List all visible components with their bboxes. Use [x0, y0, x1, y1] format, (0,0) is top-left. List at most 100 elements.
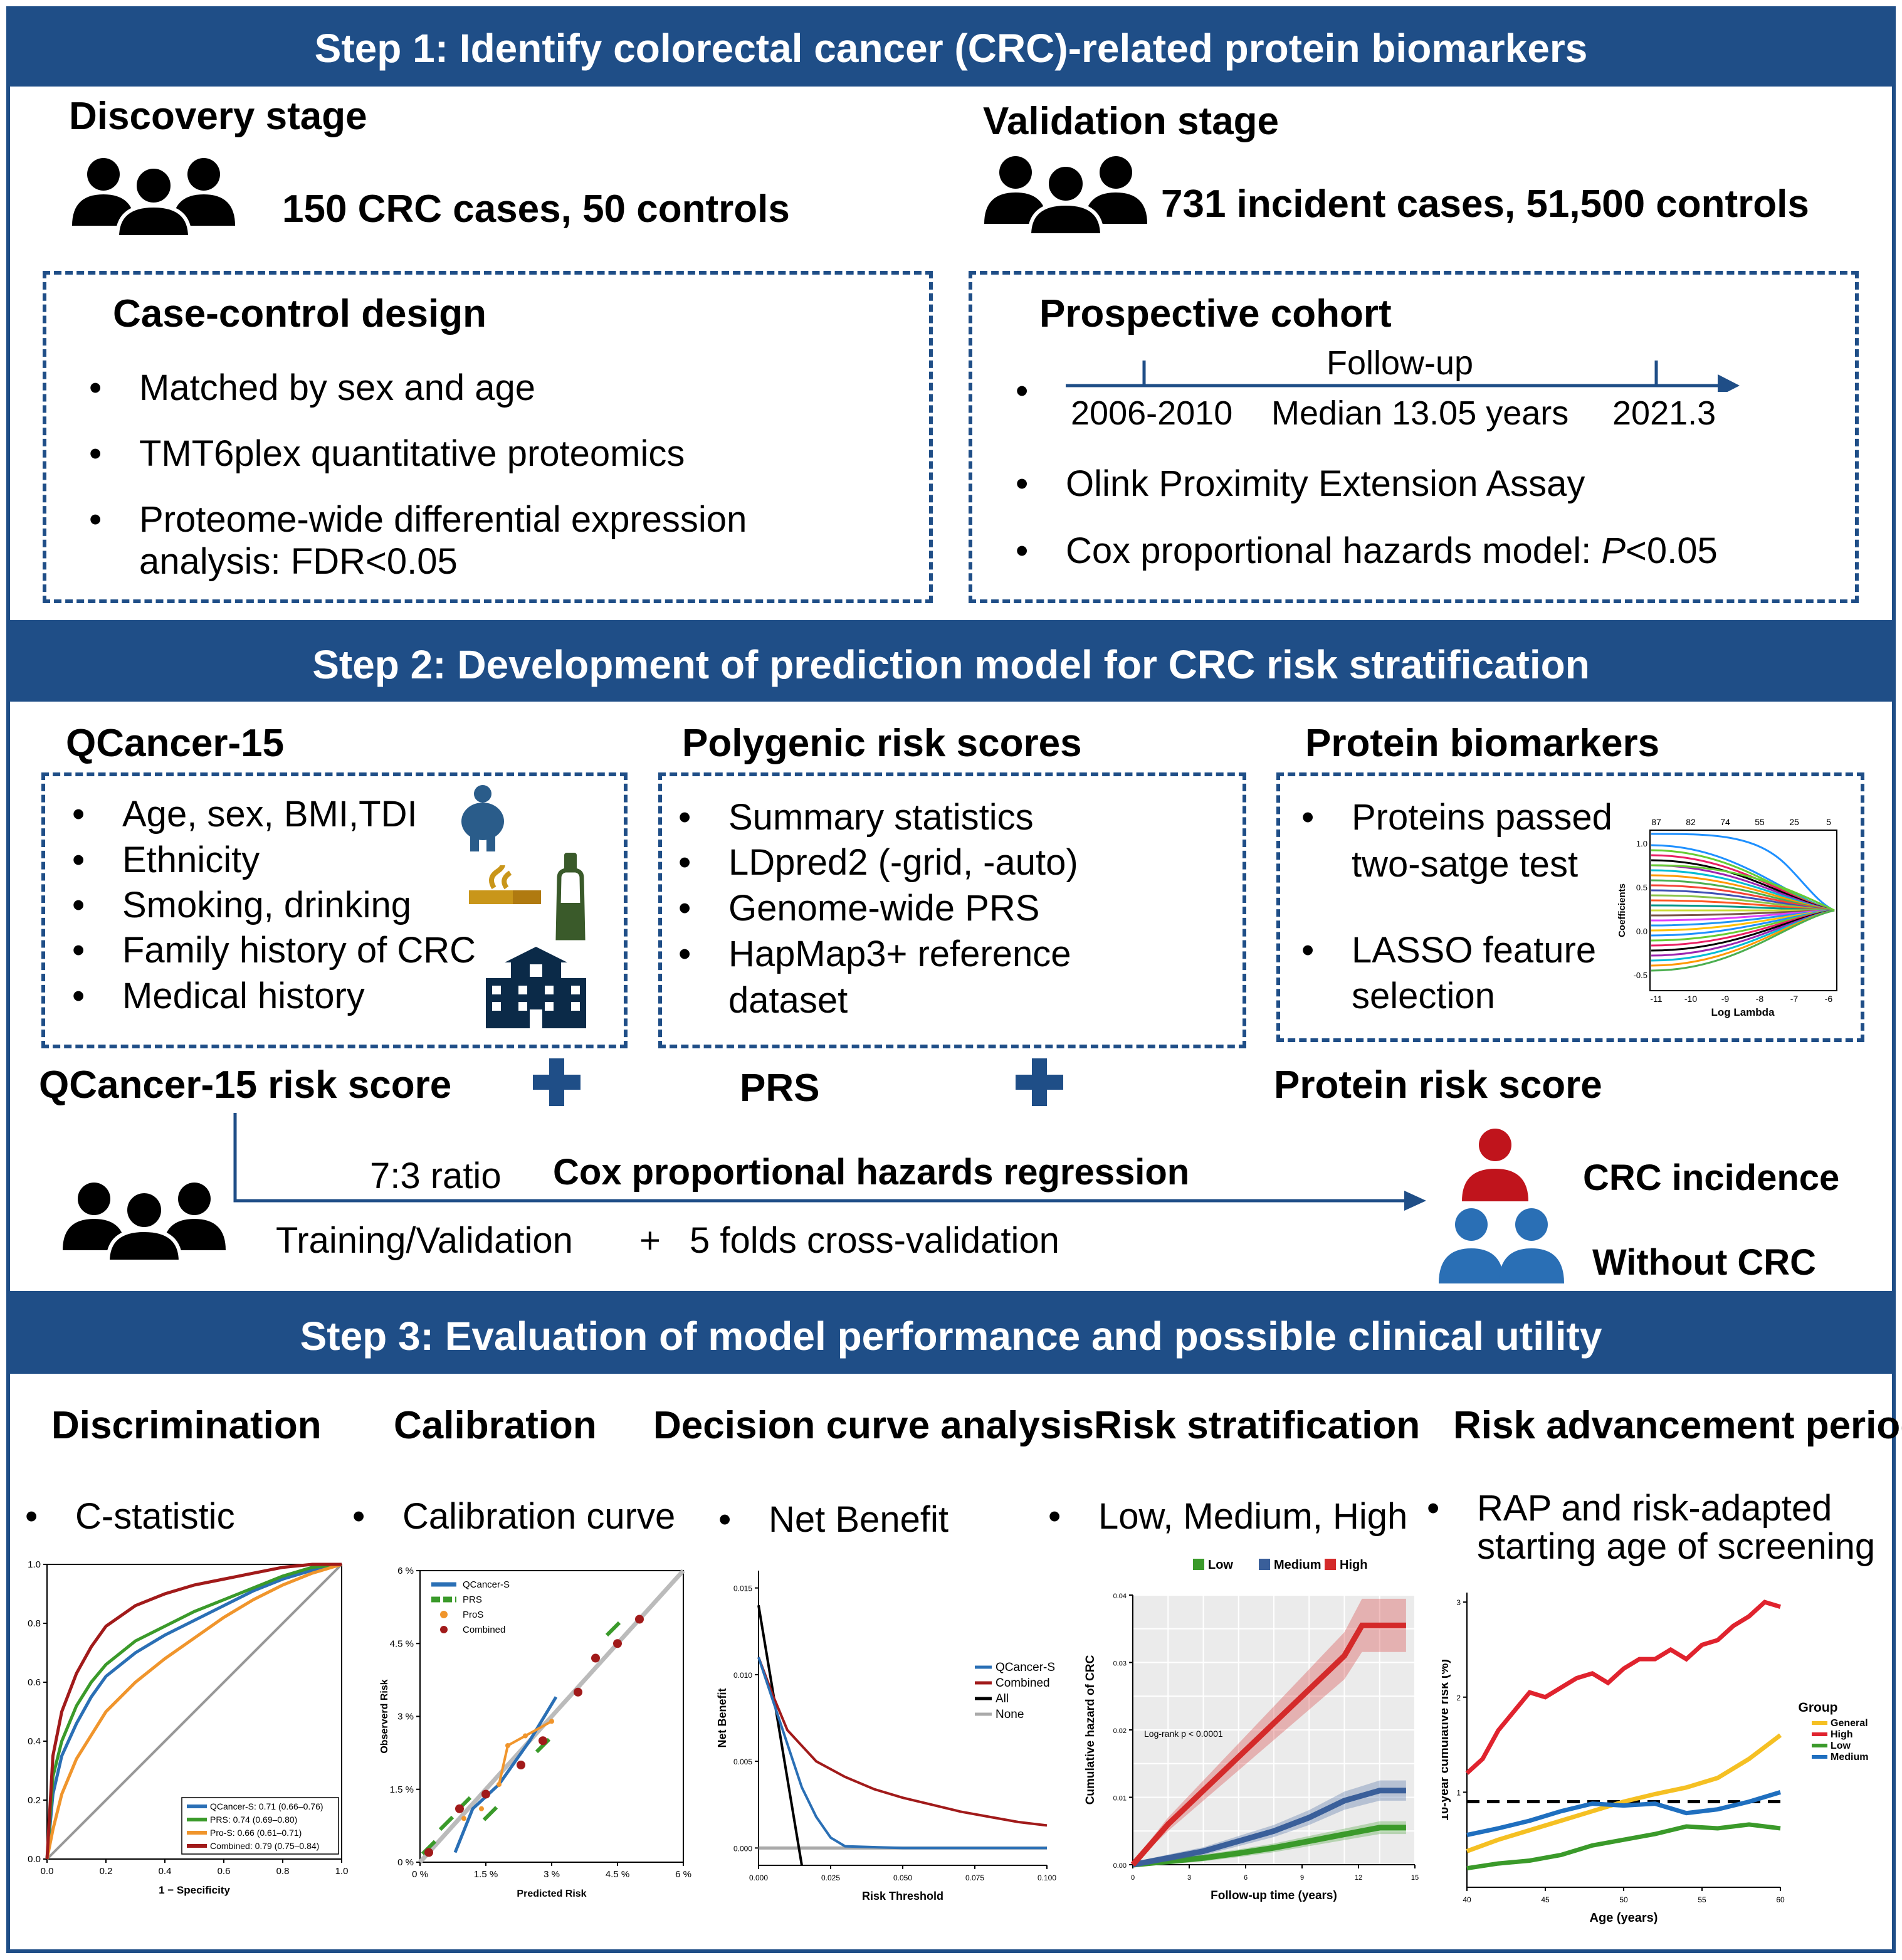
hazard-curve — [1130, 1622, 1406, 1867]
stratification-bullet: Low, Medium, High — [1048, 1495, 1407, 1537]
lasso-top-tick: 25 — [1789, 817, 1799, 827]
roc-legend — [181, 1797, 339, 1855]
method-label: Cox proportional hazards regression — [553, 1152, 1190, 1193]
people-icon — [72, 158, 235, 237]
y-tick-label: 0.4 — [28, 1736, 41, 1747]
prs-score: PRS — [740, 1067, 820, 1110]
y-tick-label: 0.02 — [1113, 1727, 1127, 1735]
x-tick-label: 0.0 — [41, 1866, 54, 1877]
legend-label: QCancer-S — [996, 1661, 1055, 1674]
x-tick-label: 12 — [1355, 1874, 1362, 1882]
x-axis-label: Predicted Risk — [517, 1889, 586, 1899]
calibration-point — [635, 1615, 644, 1624]
lasso-y-tick: 0.5 — [1636, 883, 1647, 892]
people-blue-icon — [1439, 1208, 1564, 1283]
plot-frame — [46, 1564, 342, 1860]
qcancer-item: Family history of CRC — [72, 929, 476, 971]
roc-curve — [45, 1562, 342, 1860]
x-axis-label: 1 − Specificity — [159, 1884, 230, 1896]
x-tick-label: 0.050 — [893, 1873, 912, 1882]
lasso-x-tick: -11 — [1650, 994, 1662, 1004]
qcancer-score: QCancer-15 risk score — [39, 1063, 452, 1107]
lasso-y-tick: 1.0 — [1636, 839, 1647, 848]
qcancer-item: Medical history — [72, 975, 365, 1017]
x-tick-label: 0.2 — [100, 1866, 113, 1877]
legend-swatch — [1259, 1559, 1270, 1570]
x-tick-label: 0.000 — [749, 1873, 768, 1882]
y-tick-label: 0.00 — [1113, 1862, 1127, 1870]
ratio-label: 7:3 ratio — [370, 1156, 502, 1196]
validation-heading: Validation stage — [983, 100, 1279, 143]
risk-curve — [1466, 1822, 1781, 1871]
protein-item: LASSO feature — [1301, 929, 1596, 971]
x-tick-label: 60 — [1776, 1895, 1785, 1904]
hazard-curve — [1132, 1788, 1406, 1868]
legend-label: None — [996, 1708, 1024, 1721]
lasso-x-tick: -6 — [1825, 994, 1833, 1004]
calibration-point — [455, 1804, 464, 1813]
protein-item-cont: two-satge test — [1352, 844, 1579, 885]
lasso-x-tick: -8 — [1756, 994, 1764, 1004]
legend-label: Combined: 0.79 (0.75–0.84) — [210, 1841, 319, 1851]
x-tick-label: 0.4 — [159, 1866, 172, 1877]
x-tick-label: 6 % — [675, 1869, 691, 1880]
lasso-x-tick: -10 — [1684, 994, 1697, 1004]
y-axis-label: Net Benefit — [716, 1688, 728, 1747]
qcancer-item: Ethnicity — [72, 839, 260, 881]
discovery-count: 150 CRC cases, 50 controls — [282, 187, 790, 231]
logrank-annotation: Log-rank p < 0.0001 — [1144, 1729, 1223, 1739]
x-tick-label: 6 — [1244, 1874, 1248, 1882]
body-weight-icon — [461, 785, 504, 851]
legend-label: PRS: 0.74 (0.69–0.80) — [210, 1815, 297, 1825]
x-tick-label: 0.025 — [821, 1873, 840, 1882]
prospective-title: Prospective cohort — [1039, 292, 1392, 335]
timeline-start: 2006-2010 — [1071, 394, 1233, 432]
case-control-box — [43, 271, 933, 603]
x-tick-label: 0 % — [412, 1869, 428, 1880]
qcancer-box — [41, 772, 628, 1048]
prs-item: Summary statistics — [678, 796, 1034, 838]
y-tick-label: 0.2 — [28, 1795, 41, 1806]
lasso-x-tick: -7 — [1790, 994, 1799, 1004]
lasso-top-tick: 87 — [1651, 817, 1661, 827]
hospital-icon — [486, 947, 586, 1028]
y-tick-label: 0.015 — [733, 1584, 752, 1593]
qcancer-heading: QCancer-15 — [66, 722, 285, 765]
y-tick-label: 0.04 — [1113, 1593, 1127, 1600]
y-tick-label: 0.0 — [28, 1854, 41, 1865]
discovery-heading: Discovery stage — [69, 95, 367, 138]
roc-curve — [45, 1562, 342, 1860]
roc-curve — [45, 1562, 342, 1860]
legend-label: Medium — [1831, 1752, 1868, 1762]
legend-label: PRS — [463, 1594, 482, 1605]
calibration-point — [461, 1816, 466, 1821]
prs-item-cont: dataset — [728, 980, 848, 1021]
calibration-point — [574, 1687, 582, 1697]
cox-text: Cox proportional hazards model: — [1066, 530, 1602, 571]
lasso-top-tick: 74 — [1720, 817, 1730, 827]
y-tick-label: 1.0 — [28, 1559, 41, 1570]
validation-item: Olink Proximity Extension Assay — [1016, 463, 1585, 505]
calibration-point — [481, 1789, 490, 1799]
y-tick-label: 6 % — [397, 1566, 414, 1576]
lasso-top-tick: 5 — [1826, 817, 1831, 827]
y-tick-label: 1 — [1456, 1788, 1461, 1797]
y-tick-label: 0.01 — [1113, 1795, 1127, 1803]
y-tick-label: 4.5 % — [390, 1638, 414, 1649]
qcancer-item: Age, sex, BMI,TDI — [72, 793, 418, 835]
x-tick-label: 0.100 — [1038, 1873, 1056, 1882]
plus-label: + — [639, 1220, 661, 1261]
y-tick-label: 0 % — [397, 1857, 414, 1868]
discrimination-bullet: C-statistic — [25, 1495, 234, 1537]
rap-heading: Risk advancement period — [1453, 1404, 1902, 1447]
p-symbol: P — [1601, 530, 1626, 571]
x-tick-label: 45 — [1541, 1895, 1550, 1904]
p-threshold: <0.05 — [1626, 530, 1718, 571]
discrimination-heading: Discrimination — [51, 1404, 322, 1447]
plus-icon — [1016, 1058, 1063, 1106]
x-tick-label: 0.6 — [218, 1866, 231, 1877]
dca-bullet: Net Benefit — [718, 1499, 948, 1541]
y-tick-label: 0.6 — [28, 1677, 41, 1688]
validation-item: Cox proportional hazards model: P<0.05 — [1016, 530, 1718, 572]
y-tick-label: 0.010 — [733, 1671, 752, 1680]
